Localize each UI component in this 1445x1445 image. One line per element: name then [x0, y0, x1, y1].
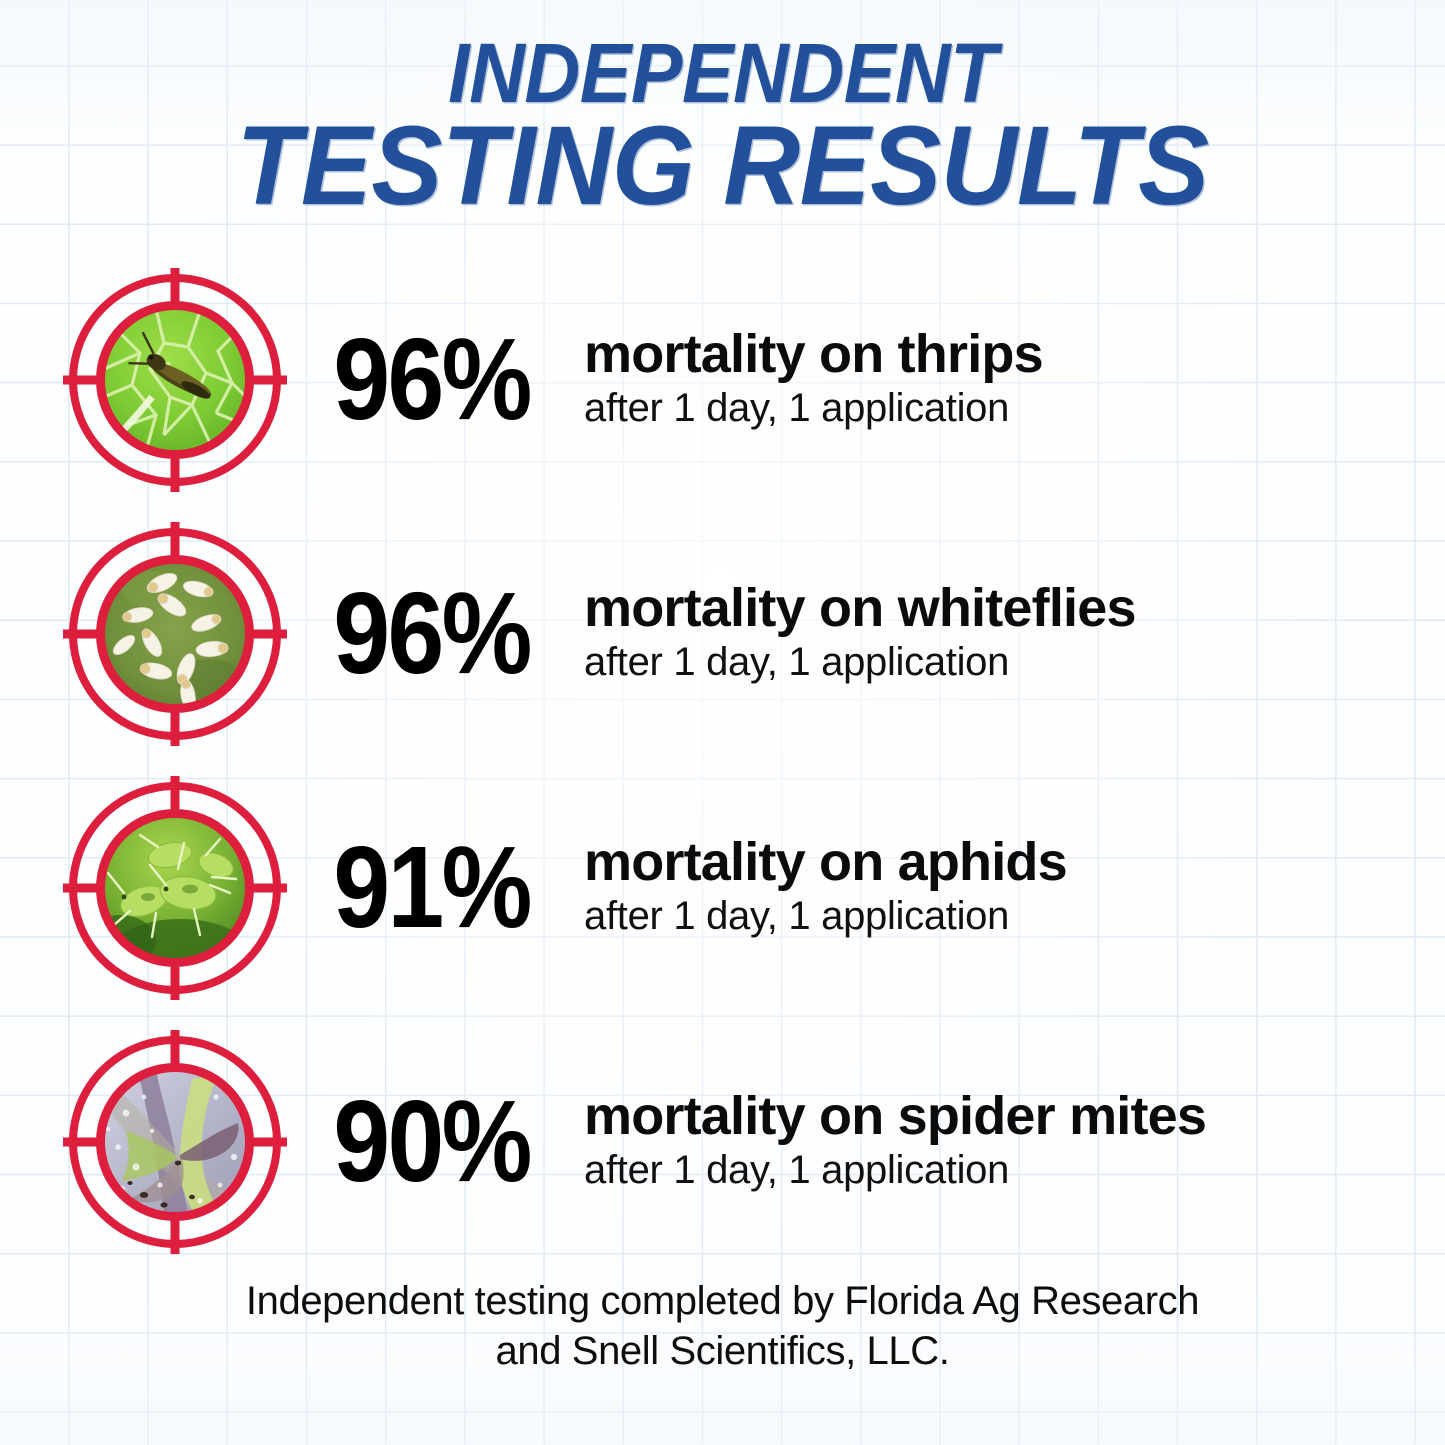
whiteflies-on-leaf-photo	[103, 562, 247, 706]
attribution-footer: Independent testing completed by Florida…	[0, 1276, 1445, 1377]
page-title: INDEPENDENT TESTING RESULTS	[0, 26, 1445, 229]
attribution-line-1: Independent testing completed by Florida…	[245, 1279, 1200, 1323]
result-row: 91% mortality on aphids after 1 day, 1 a…	[0, 773, 1445, 1003]
result-stat: 90% mortality on spider mites after 1 da…	[304, 1076, 1207, 1207]
attribution-line-2: and Snell Scientifics, LLC.	[495, 1329, 950, 1374]
mortality-percent: 96%	[333, 314, 532, 445]
page-title-line-1: INDEPENDENT	[448, 26, 997, 120]
result-labels: mortality on aphids after 1 day, 1 appli…	[584, 832, 1068, 940]
mortality-percent: 96%	[333, 568, 532, 699]
result-stat: 91% mortality on aphids after 1 day, 1 a…	[304, 822, 1068, 953]
crosshair-target-icon	[60, 1027, 290, 1257]
result-stat: 96% mortality on thrips after 1 day, 1 a…	[304, 314, 1044, 445]
aphids-on-leaf-photo	[103, 816, 247, 960]
result-label: mortality on whiteflies	[584, 578, 1136, 639]
result-labels: mortality on thrips after 1 day, 1 appli…	[584, 324, 1044, 432]
thrips-on-green-leaf-photo	[103, 308, 247, 452]
result-sublabel: after 1 day, 1 application	[584, 386, 1010, 431]
page-title-line-2: TESTING RESULTS	[236, 103, 1209, 229]
result-label: mortality on thrips	[584, 324, 1044, 385]
result-row: 90% mortality on spider mites after 1 da…	[0, 1027, 1445, 1257]
crosshair-target-icon	[60, 773, 290, 1003]
crosshair-target-icon	[60, 519, 290, 749]
result-labels: mortality on spider mites after 1 day, 1…	[584, 1086, 1207, 1194]
result-label: mortality on spider mites	[584, 1086, 1207, 1147]
result-row: 96% mortality on whiteflies after 1 day,…	[0, 519, 1445, 749]
result-stat: 96% mortality on whiteflies after 1 day,…	[304, 568, 1136, 699]
crosshair-target-icon	[60, 265, 290, 495]
result-sublabel: after 1 day, 1 application	[584, 894, 1010, 939]
result-sublabel: after 1 day, 1 application	[584, 1148, 1010, 1193]
mortality-percent: 91%	[333, 822, 532, 953]
mortality-percent: 90%	[333, 1076, 532, 1207]
result-labels: mortality on whiteflies after 1 day, 1 a…	[584, 581, 1136, 686]
result-row: 96% mortality on thrips after 1 day, 1 a…	[0, 265, 1445, 495]
result-sublabel: after 1 day, 1 application	[584, 640, 1010, 685]
result-label: mortality on aphids	[584, 832, 1068, 893]
spider-mites-webbing-photo	[103, 1070, 247, 1214]
